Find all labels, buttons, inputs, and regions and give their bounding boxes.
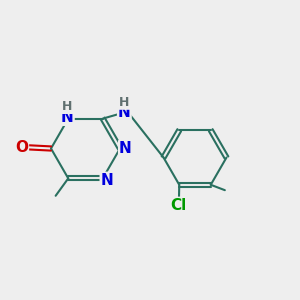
Text: N: N xyxy=(61,110,74,125)
Text: H: H xyxy=(119,96,130,109)
Text: H: H xyxy=(62,100,73,113)
Text: O: O xyxy=(15,140,28,155)
Text: N: N xyxy=(119,141,132,156)
Text: N: N xyxy=(100,173,113,188)
Text: N: N xyxy=(118,105,131,120)
Text: Cl: Cl xyxy=(170,198,187,213)
